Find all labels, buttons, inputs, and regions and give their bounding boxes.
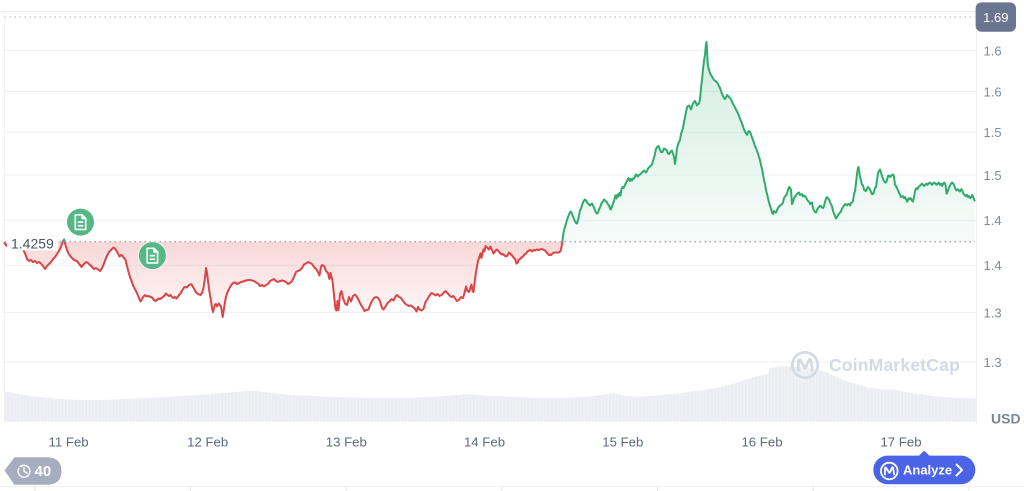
svg-text:15 Feb: 15 Feb [602, 434, 643, 449]
svg-text:11 Feb: 11 Feb [49, 434, 89, 449]
svg-text:CoinMarketCap: CoinMarketCap [829, 355, 960, 375]
svg-text:40: 40 [35, 463, 52, 480]
svg-text:1.6: 1.6 [984, 84, 1002, 99]
svg-text:USD: USD [991, 411, 1021, 427]
svg-text:16 Feb: 16 Feb [741, 434, 782, 449]
svg-text:1.5: 1.5 [984, 168, 1002, 183]
svg-text:12 Feb: 12 Feb [187, 434, 228, 449]
svg-text:1.4259: 1.4259 [11, 236, 54, 252]
svg-text:1.3: 1.3 [984, 355, 1002, 370]
svg-text:Analyze: Analyze [903, 463, 952, 478]
svg-text:17 Feb: 17 Feb [880, 434, 921, 449]
svg-text:1.69: 1.69 [983, 10, 1008, 25]
svg-text:1.5: 1.5 [984, 125, 1002, 140]
svg-text:1.3: 1.3 [984, 305, 1002, 320]
svg-text:14 Feb: 14 Feb [464, 434, 505, 449]
svg-text:1.4: 1.4 [984, 258, 1002, 273]
svg-text:13 Feb: 13 Feb [326, 434, 367, 449]
svg-text:1.6: 1.6 [984, 43, 1002, 58]
svg-text:1.4: 1.4 [984, 213, 1002, 228]
